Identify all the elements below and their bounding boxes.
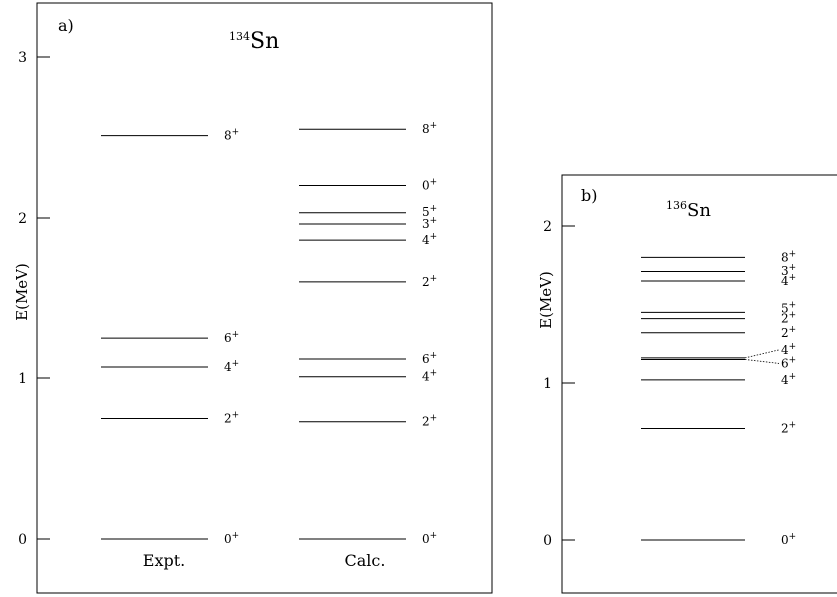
spin-label: 3+ <box>422 216 437 231</box>
panel-b-ticklabel-0: 0 <box>543 533 552 549</box>
panel-b-nucleus: 136Sn <box>666 199 711 221</box>
spin-label: 0+ <box>224 531 239 546</box>
panel-a-ticklabel-3: 3 <box>18 50 27 66</box>
panel-b-ticklabel-1: 1 <box>543 376 552 392</box>
panel-b: b) 136Sn E(MeV) 0 1 2 0+2+4+6+4+2+2+5+4+… <box>537 174 837 594</box>
spin-label: 0+ <box>422 177 437 192</box>
panel-a-mass: 134 <box>229 30 250 43</box>
spin-label: 2+ <box>422 414 437 429</box>
spin-label: 6+ <box>224 330 239 345</box>
spin-label: 8+ <box>781 249 796 264</box>
spin-label: 5+ <box>422 204 437 219</box>
panel-a-ticklabel-0: 0 <box>18 532 27 548</box>
panel-a-nucleus: 134Sn <box>229 29 279 54</box>
spin-label: 6+ <box>422 351 437 366</box>
spin-label: 4+ <box>781 342 796 357</box>
spin-label: 0+ <box>781 532 796 547</box>
spin-label: 2+ <box>422 274 437 289</box>
level-connector <box>744 349 780 359</box>
spin-label: 3+ <box>781 263 796 278</box>
spin-label: 2+ <box>781 421 796 436</box>
spin-label: 2+ <box>224 410 239 425</box>
spin-label: 4+ <box>422 369 437 384</box>
level-connector <box>744 359 780 364</box>
spin-label: 6+ <box>781 355 796 370</box>
panel-b-tag: b) <box>581 186 597 205</box>
panel-a-ylabel: E(MeV) <box>13 263 31 321</box>
panel-a-tag: a) <box>58 16 74 35</box>
spin-label: 4+ <box>781 372 796 387</box>
panel-b-symbol: Sn <box>687 200 711 221</box>
panel-a-expt-label: Expt. <box>143 551 185 570</box>
panel-b-ylabel: E(MeV) <box>537 271 555 329</box>
panel-a-calc-label: Calc. <box>345 551 386 570</box>
panel-a-frame <box>36 2 493 594</box>
panel-a-ticklabel-1: 1 <box>18 371 27 387</box>
panel-b-frame <box>561 174 837 594</box>
panel-a-calc-levels: 0+2+4+6+2+4+3+5+0+8+ <box>299 121 437 546</box>
spin-label: 8+ <box>224 128 239 143</box>
panel-a-ticklabel-2: 2 <box>18 211 27 227</box>
spin-label: 4+ <box>224 359 239 374</box>
panel-a: a) 134Sn E(MeV) 0 1 2 3 0+ 2+ 4+ 6+ 8+ 0+ 2+ 4… <box>13 2 493 594</box>
panel-b-levels: 0+2+4+6+4+2+2+5+4+3+8+ <box>641 249 796 547</box>
panel-b-ticklabel-2: 2 <box>543 219 552 235</box>
spin-label: 4+ <box>781 273 796 288</box>
panel-a-expt-levels: 0+ 2+ 4+ 6+ 8+ <box>101 128 239 546</box>
panel-b-mass: 136 <box>666 199 687 212</box>
spin-label: 2+ <box>781 325 796 340</box>
spin-label: 4+ <box>422 232 437 247</box>
spin-label: 5+ <box>781 301 796 316</box>
panel-a-symbol: Sn <box>250 29 279 54</box>
spin-label: 2+ <box>781 311 796 326</box>
spin-label: 8+ <box>422 121 437 136</box>
spin-label: 0+ <box>422 531 437 546</box>
